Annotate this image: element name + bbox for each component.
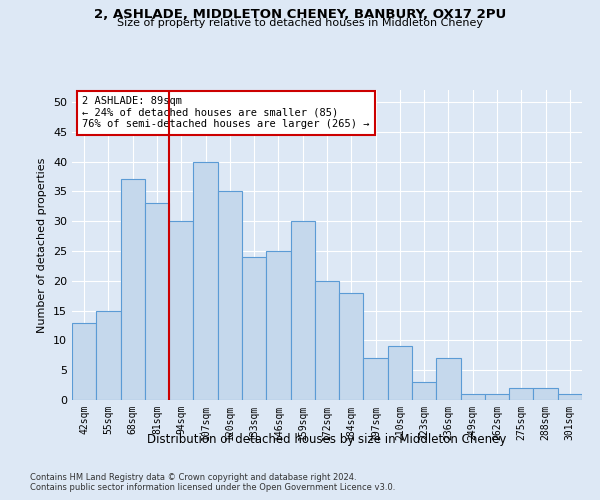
Y-axis label: Number of detached properties: Number of detached properties bbox=[37, 158, 47, 332]
Bar bbox=[509, 388, 533, 400]
Text: Distribution of detached houses by size in Middleton Cheney: Distribution of detached houses by size … bbox=[148, 432, 506, 446]
Bar bbox=[461, 394, 485, 400]
Bar bbox=[169, 221, 193, 400]
Text: Contains HM Land Registry data © Crown copyright and database right 2024.: Contains HM Land Registry data © Crown c… bbox=[30, 472, 356, 482]
Bar bbox=[218, 192, 242, 400]
Text: Size of property relative to detached houses in Middleton Cheney: Size of property relative to detached ho… bbox=[117, 18, 483, 28]
Bar bbox=[339, 292, 364, 400]
Bar bbox=[388, 346, 412, 400]
Bar bbox=[290, 221, 315, 400]
Bar bbox=[315, 281, 339, 400]
Bar bbox=[412, 382, 436, 400]
Bar bbox=[242, 257, 266, 400]
Bar bbox=[436, 358, 461, 400]
Bar bbox=[558, 394, 582, 400]
Text: 2, ASHLADE, MIDDLETON CHENEY, BANBURY, OX17 2PU: 2, ASHLADE, MIDDLETON CHENEY, BANBURY, O… bbox=[94, 8, 506, 20]
Text: 2 ASHLADE: 89sqm
← 24% of detached houses are smaller (85)
76% of semi-detached : 2 ASHLADE: 89sqm ← 24% of detached house… bbox=[82, 96, 370, 130]
Bar bbox=[72, 322, 96, 400]
Bar bbox=[193, 162, 218, 400]
Bar bbox=[145, 204, 169, 400]
Bar bbox=[533, 388, 558, 400]
Bar bbox=[266, 251, 290, 400]
Bar bbox=[364, 358, 388, 400]
Text: Contains public sector information licensed under the Open Government Licence v3: Contains public sector information licen… bbox=[30, 482, 395, 492]
Bar bbox=[485, 394, 509, 400]
Bar bbox=[121, 180, 145, 400]
Bar bbox=[96, 310, 121, 400]
